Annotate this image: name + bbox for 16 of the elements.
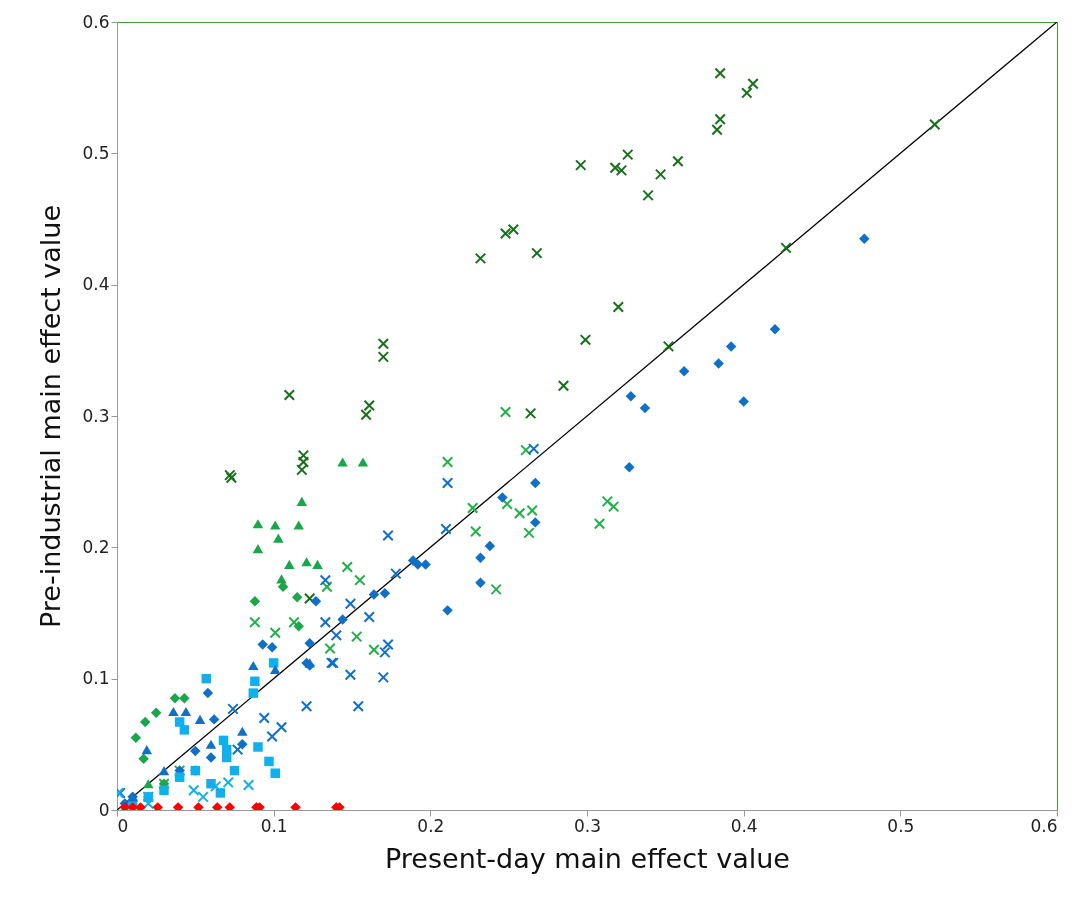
x-tick-label: 0.6 [1030,815,1058,836]
x-tick-label: 0.2 [417,815,445,836]
y-tick-label: 0.3 [82,405,110,426]
y-tick-label: 0.1 [82,668,110,689]
y-tick-label: 0.2 [82,536,110,557]
x-tick-label: 0.3 [573,815,602,836]
y-tick-label: 0.6 [82,11,110,32]
x-tick-label: 0.4 [730,815,758,836]
x-tick-label: 0.1 [260,815,288,836]
y-tick-label: 0 [98,799,110,820]
y-tick-label: 0.5 [82,142,110,163]
x-axis-title: Present-day main effect value [385,842,790,874]
y-axis-title: Pre-industrial main effect value [35,204,67,629]
x-tick-label: 0 [117,815,129,836]
x-tick-label: 0.5 [887,815,915,836]
y-tick-label: 0.4 [82,274,110,295]
